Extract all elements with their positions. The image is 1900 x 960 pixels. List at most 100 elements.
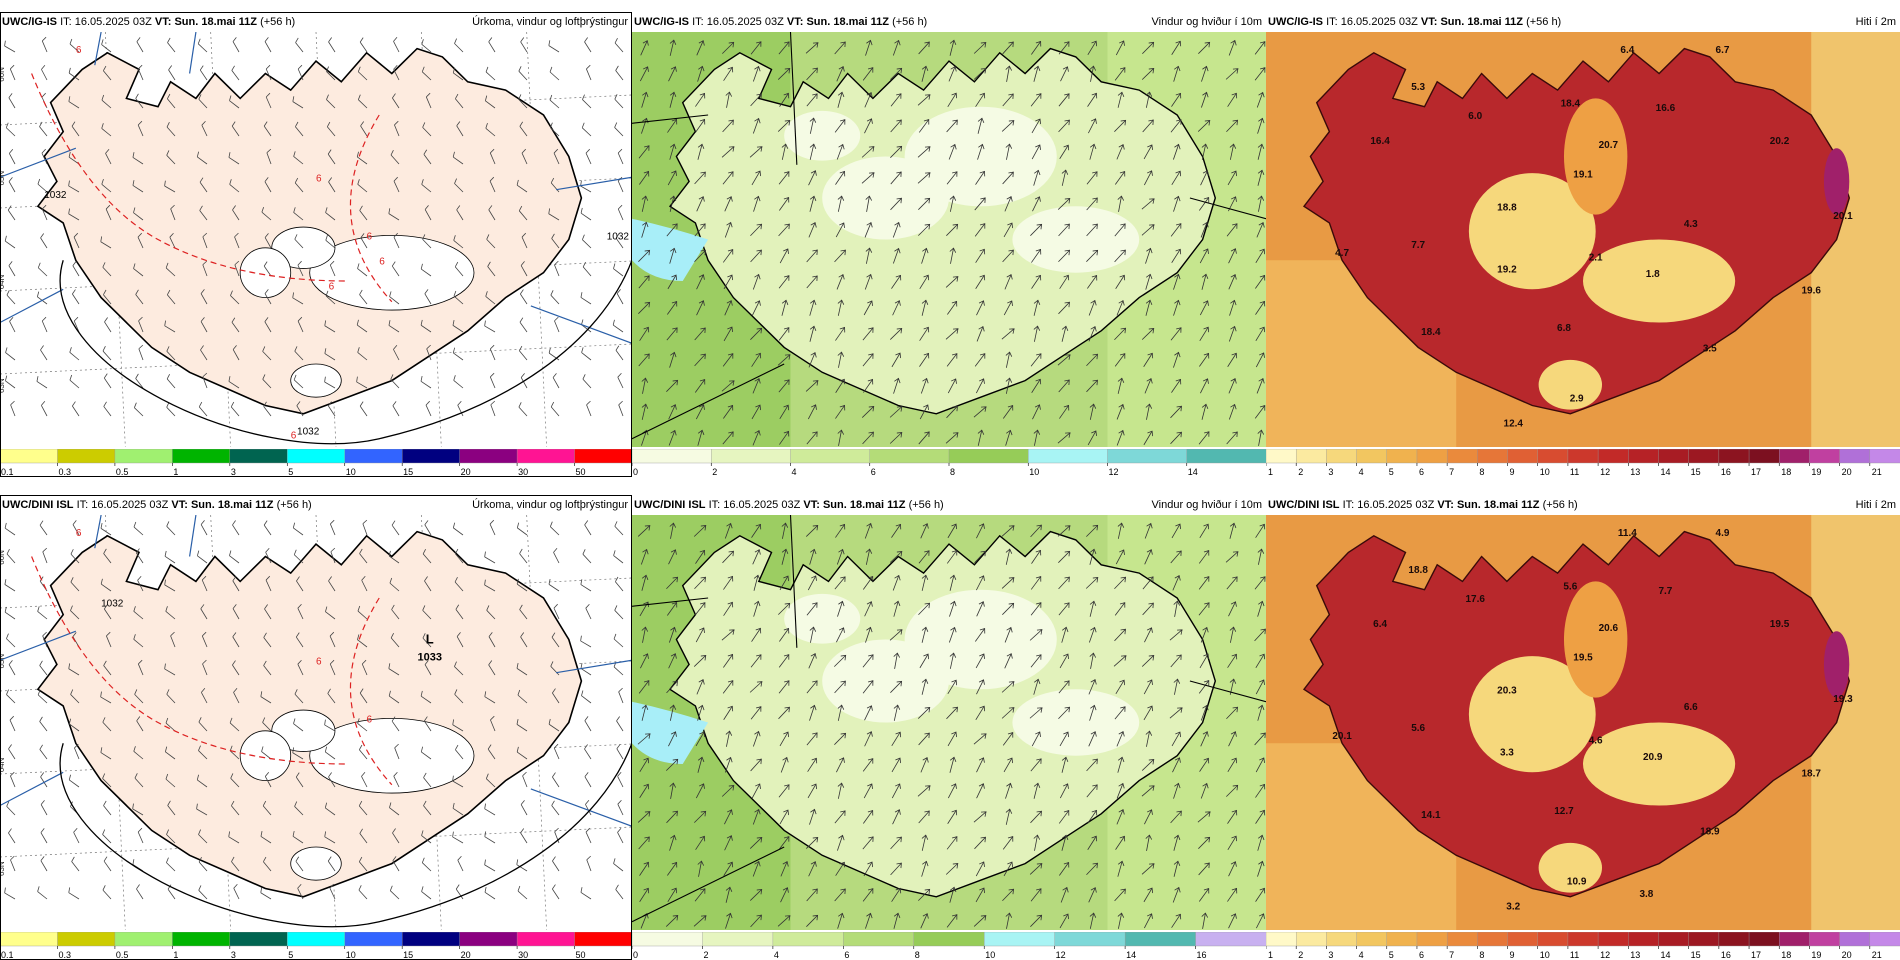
wind-arrow [1086,171,1098,185]
wind-arrow [1142,602,1154,616]
wind-barb [294,346,304,361]
wind-arrow [723,601,734,616]
wind-arrow [862,431,874,445]
wind-arrow [1089,65,1097,82]
wind-barb [264,604,272,620]
wind-arrow [1145,299,1153,316]
wind-arrow [1005,912,1013,929]
wind-barb [137,232,144,249]
wind-arrow [1002,41,1014,55]
wind-barb [103,604,112,620]
wind-arrow [1030,810,1042,824]
wind-barb [202,372,208,389]
wind-barb [453,375,464,389]
wind-barb [550,401,560,417]
wind-barb [420,690,432,704]
wind-arrow [639,783,650,798]
panel-header: UWC/IG-IS IT: 16.05.2025 03Z VT: Sun. 18… [632,12,1266,32]
wind-arrow [722,41,735,54]
contour-label: 1032 [607,232,630,243]
wind-arrow [949,574,957,591]
wind-barb [389,291,400,305]
lead-time: (+56 h) [276,499,312,511]
wind-arrow [723,575,734,590]
wind-arrow [1201,912,1209,929]
wind-arrow [1144,522,1153,539]
wind-barb [164,746,176,760]
colorbar-tick-label: 9 [1510,467,1515,477]
wind-arrow [1200,221,1209,238]
colorbar-tick-label: 16 [1721,467,1731,477]
wind-arrow [864,601,873,617]
wind-barb [297,603,304,620]
lead-time: (+56 h) [260,16,296,28]
colorbar-swatch [1477,449,1509,464]
wind-barb [486,234,496,249]
wind-arrow [1257,834,1265,851]
wind-barb [232,37,240,53]
temperature-value: 19.5 [1770,619,1790,630]
wind-arrow [1169,707,1183,719]
wind-barb [456,632,464,648]
wind-arrow [641,574,649,591]
wind-barb [455,604,464,620]
wind-arrow [1114,353,1126,367]
wind-barb [485,66,496,81]
wind-barb [231,65,240,81]
wind-arrow [778,379,790,393]
wind-arrow [724,756,733,773]
wind-barb [356,376,368,389]
wind-arrow [918,223,931,236]
wind-barb [421,179,432,193]
colorbar-tick-label: 11 [1570,467,1579,477]
wind-arrow [753,574,761,591]
wind-barb [324,320,336,333]
wind-arrow [1198,550,1210,564]
panel-title: Vindur og hviður í 10m [1151,16,1262,28]
wind-barb [580,635,592,648]
wind-arrow [1227,887,1238,902]
colorbar-swatch [114,449,174,464]
wind-barb [360,121,368,137]
boundary-line [556,176,632,191]
colorbar-tick-label: 0 [633,950,638,960]
wind-arrow [890,171,902,185]
wind-arrow [1145,91,1153,108]
wind-arrow [805,836,819,849]
wind-arrow [1255,248,1266,264]
wind-barb [9,316,16,333]
wind-arrow [779,731,790,747]
wind-barb [582,374,592,389]
wind-arrow [806,914,819,927]
wind-arrow [1058,706,1071,720]
wind-barb [293,207,304,221]
colorbar-container: 1 2 3 4 5 6 7 8 9 10 11 12 13 14 15 16 17 18 19 20 21 [1266,932,1900,960]
wind-arrow [865,39,873,56]
wind-arrow [1141,785,1155,797]
wind-arrow [973,733,987,745]
wind-barb [519,604,528,620]
wind-barb [550,122,560,137]
wind-arrow [891,731,902,746]
temperature-zone [1538,359,1603,410]
wind-barb [484,803,496,816]
wind-arrow [863,300,873,316]
wind-arrow [750,249,762,263]
run-info: UWC/DINI ISL IT: 16.05.2025 03Z VT: Sun.… [1268,495,1578,515]
wind-barb [169,232,176,249]
wind-arrow [669,247,677,264]
wind-barb [230,773,240,788]
wind-arrow [918,119,930,133]
wind-arrow [1031,40,1042,55]
wind-barb [586,400,592,417]
wind-arrow [973,811,987,823]
wind-arrow [809,195,817,212]
wind-barb [260,691,272,704]
wind-arrow [1227,809,1238,824]
colorbar-swatch [516,449,576,464]
isobar-label: 1032 [101,598,124,609]
wind-barb [586,855,592,872]
wind-arrow [917,146,931,158]
colorbar-tick-label: 50 [576,950,586,960]
wind-arrow [1003,300,1013,316]
